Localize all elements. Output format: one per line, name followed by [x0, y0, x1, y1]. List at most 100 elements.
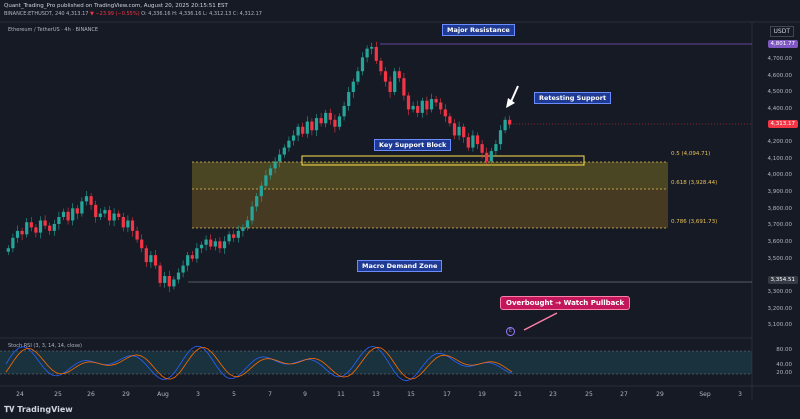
candle-body: [98, 213, 102, 217]
time-tick: 3: [196, 391, 200, 398]
candle-body: [406, 95, 411, 110]
tv-icon: 𝐓𝐕: [4, 405, 18, 414]
retest-arrow: [506, 85, 519, 108]
candle-body: [305, 121, 309, 134]
candle-body: [15, 230, 20, 238]
currency-badge[interactable]: USDT: [769, 26, 794, 37]
overbought-label[interactable]: Overbought → Watch Pullback: [500, 296, 631, 310]
candle-body: [190, 255, 194, 259]
candle-body: [443, 109, 447, 117]
symbol-label: BINANCE:ETHUSDT, 240: [4, 11, 65, 17]
candle-body: [489, 151, 493, 162]
candle-body: [250, 206, 254, 221]
time-tick: Sep: [699, 391, 711, 398]
candle-body: [328, 112, 332, 120]
time-tick: 21: [514, 391, 522, 398]
candle-body: [273, 161, 277, 169]
stoch-rsi-label[interactable]: Stoch RSI (3, 3, 14, 14, close): [8, 343, 82, 349]
fib-zone-upper: [192, 162, 668, 189]
candle-body: [457, 126, 461, 136]
candle-body: [429, 99, 434, 110]
tradingview-logo[interactable]: 𝐓𝐕 TradingView: [4, 405, 73, 415]
candle-body: [52, 223, 56, 231]
candle-body: [158, 265, 162, 283]
price-tick: 4,600.00: [767, 73, 793, 79]
rsi-tick: 40.00: [776, 362, 792, 368]
price-tick: 4,500.00: [767, 89, 793, 95]
candle-body: [393, 71, 397, 93]
time-tick: 29: [656, 391, 664, 398]
time-tick: 11: [337, 391, 345, 398]
candle-body: [84, 196, 89, 202]
fib-05-label: 0.5 (4,094.71): [671, 151, 711, 157]
rsi-band: [0, 351, 752, 374]
candle-body: [11, 237, 15, 249]
candle-body: [383, 71, 388, 82]
price-tick: 4,000.00: [767, 172, 793, 178]
candle-body: [452, 123, 457, 136]
price-tick: 3,100.00: [767, 322, 793, 328]
candle-body: [296, 126, 300, 136]
fib-0786-label: 0.786 (3,691.73): [671, 219, 718, 225]
candle-body: [112, 213, 116, 221]
candle-body: [199, 244, 204, 249]
major-resistance-label[interactable]: Major Resistance: [442, 24, 515, 36]
candle-body: [66, 211, 70, 221]
candle-body: [140, 239, 144, 249]
time-tick: 7: [268, 391, 272, 398]
overbought-pointer: [523, 312, 558, 331]
candle-body: [439, 102, 443, 110]
candle-body: [38, 220, 43, 233]
candle-body: [255, 196, 259, 207]
candle-body: [80, 201, 84, 214]
candle-body: [425, 100, 429, 110]
time-tick: 13: [372, 391, 380, 398]
candle-body: [48, 225, 52, 231]
resistance-price-badge: 4,801.77: [767, 40, 798, 48]
stoch-k-line: [5, 345, 513, 382]
candle-body: [121, 217, 125, 228]
candle-body: [20, 230, 24, 235]
time-tick: Aug: [157, 391, 169, 398]
time-tick: 25: [54, 391, 62, 398]
candle-body: [167, 276, 171, 287]
rsi-tick: 80.00: [776, 347, 792, 353]
candle-body: [494, 144, 498, 152]
candle-body: [498, 130, 503, 145]
chart-legend[interactable]: Ethereum / TetherUS · 4h · BINANCE: [8, 27, 99, 33]
candle-body: [186, 255, 190, 266]
time-tick: 27: [620, 391, 628, 398]
time-tick: 3: [738, 391, 742, 398]
last-price: 4,313.17: [66, 11, 89, 17]
candle-body: [370, 46, 374, 49]
candle-body: [130, 220, 135, 231]
candle-body: [388, 81, 392, 93]
time-tick: 26: [87, 391, 95, 398]
candle-body: [337, 116, 342, 127]
candle-body: [232, 234, 236, 238]
key-support-label[interactable]: Key Support Block: [374, 139, 452, 151]
ohlc-values: O: 4,336.16 H: 4,336.16 L: 4,312.13 C: 4…: [141, 11, 262, 17]
macro-demand-label[interactable]: Macro Demand Zone: [357, 260, 443, 272]
candle-body: [75, 208, 79, 214]
time-tick: 23: [549, 391, 557, 398]
demand-price-badge: 3,354.51: [767, 276, 798, 284]
time-tick: 25: [585, 391, 593, 398]
candle-body: [434, 99, 438, 103]
candle-body: [420, 100, 424, 113]
candle-body: [163, 276, 167, 283]
candle-body: [71, 208, 75, 221]
candle-body: [319, 118, 323, 124]
candle-body: [402, 78, 406, 96]
event-badge[interactable]: E: [506, 327, 515, 336]
stoch-d-line: [5, 346, 513, 380]
candle-body: [416, 105, 420, 113]
candle-body: [149, 255, 153, 263]
candle-body: [397, 71, 401, 79]
retesting-support-label[interactable]: Retesting Support: [534, 92, 612, 104]
candle-body: [181, 265, 185, 273]
candle-body: [117, 213, 121, 217]
time-tick: 15: [407, 391, 415, 398]
price-tick: 3,700.00: [767, 222, 793, 228]
